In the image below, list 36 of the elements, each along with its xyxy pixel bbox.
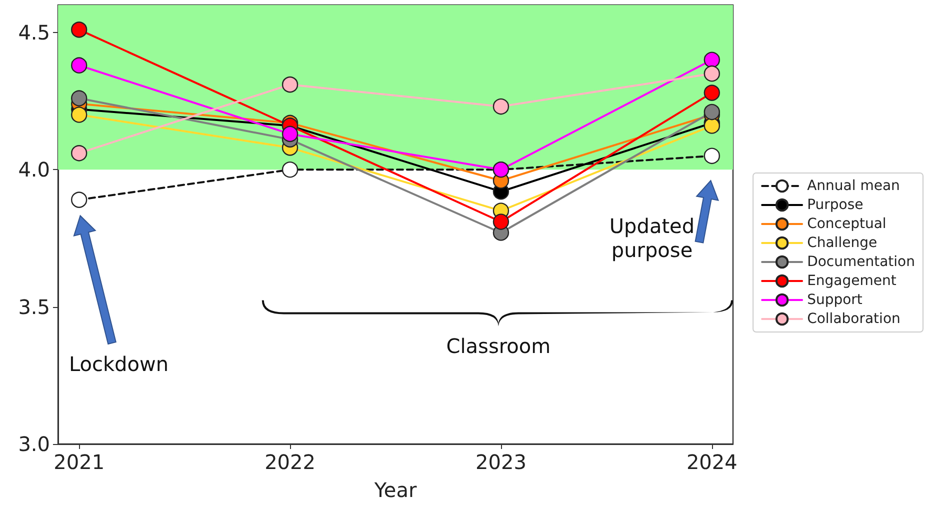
annotation: Classroom — [445, 334, 552, 358]
point — [492, 98, 510, 115]
legend-label: Annual mean — [807, 178, 900, 194]
legend-label: Collaboration — [807, 311, 900, 327]
x-tick-label: 2023 — [476, 450, 526, 474]
annotation: Updated purpose — [608, 214, 696, 262]
point — [71, 90, 88, 106]
legend-label: Conceptual — [807, 216, 886, 232]
legend-label: Support — [807, 292, 863, 308]
point — [71, 145, 88, 162]
annotation: Lockdown — [68, 352, 170, 376]
y-tick-label: 4.0 — [18, 158, 50, 182]
point — [71, 22, 88, 38]
point — [704, 148, 720, 164]
point — [492, 214, 510, 230]
legend-label: Purpose — [807, 197, 864, 213]
legend-label: Challenge — [807, 235, 878, 251]
y-tick-label: 4.5 — [18, 20, 50, 44]
point — [71, 57, 88, 74]
point — [71, 106, 88, 123]
legend-label: Documentation — [807, 254, 916, 270]
point — [282, 76, 298, 93]
x-tick-label: 2021 — [54, 450, 105, 474]
y-tick-label: 3.0 — [18, 432, 50, 456]
point — [704, 65, 720, 82]
legend-label: Engagement — [807, 273, 897, 289]
point — [282, 162, 298, 178]
point — [282, 126, 298, 142]
y-tick-label: 3.5 — [18, 294, 50, 319]
point — [704, 118, 720, 134]
point — [704, 104, 720, 120]
point — [704, 84, 720, 101]
point — [704, 52, 720, 68]
x-tick-label: 2024 — [686, 450, 738, 474]
x-axis-title: Year — [373, 478, 418, 502]
x-tick-label: 2022 — [264, 450, 316, 474]
